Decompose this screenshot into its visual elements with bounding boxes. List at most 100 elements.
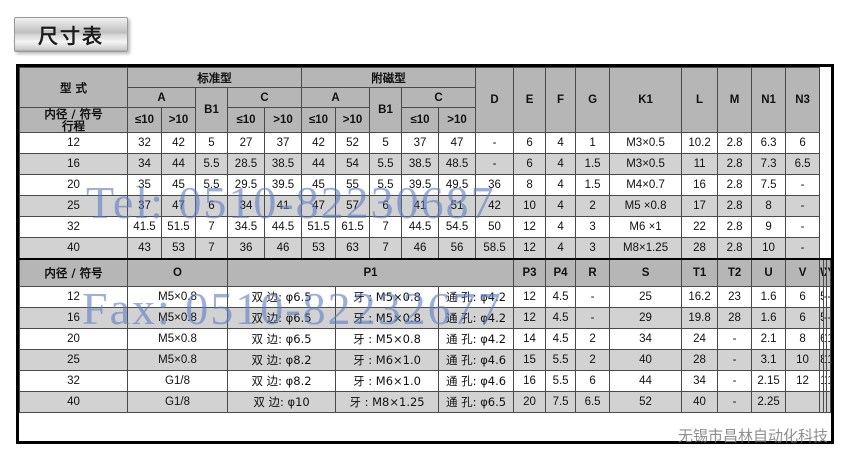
cell-V [785,391,821,414]
dimension-table: 型 式 标准型 附磁型 D E F G K1 L M N1 N3 A B1 C … [19,66,831,414]
cell-N3: - [785,216,821,239]
cell-V: 6 [785,286,821,309]
cell-T1: 16.2 [681,286,719,309]
cell-p1c: 通 孔: φ4.6 [438,349,515,372]
page-title: 尺寸表 [38,24,104,48]
th2-col-P4: P4 [545,258,577,288]
cell-std_C_le: 36 [227,237,265,260]
table-row: 40 43 53 7 36 46 53 63 7 46 56 58.5 12 4 3 M8×1.25 28 2.8… [19,237,831,260]
cell-M: 2.8 [717,132,753,155]
th-std-C-gt10: >10 [263,106,303,134]
dimension-table-frame: 型 式 标准型 附磁型 D E F G K1 L M N1 N3 A B1 C … [16,64,834,444]
th-col-G: G [575,66,611,134]
cell-D: 58.5 [475,237,515,260]
cell-R: 6 [575,370,611,393]
cell-U: 2.15 [751,370,787,393]
cell-bore: 40 [19,237,128,260]
cell-D: - [475,153,515,176]
cell-V: 10 [785,349,821,372]
cell-p1b: 牙 : M5×0.8 [335,328,440,351]
cell-P3: 20 [513,391,547,414]
cell-mag_B1: 7 [369,216,403,239]
th2-col-P1: P1 [226,258,515,288]
cell-F: 4 [545,153,577,176]
cell-S: 29 [609,307,683,330]
cell-bore: 12 [19,286,128,309]
cell-R: 2 [575,328,611,351]
th-std-C-le10: ≤10 [227,106,265,134]
cell-p1b: 牙 : M6×1.0 [335,349,440,372]
th-col-N3: N3 [785,66,821,134]
cell-V: 8 [785,328,821,351]
cell-L: 11 [681,153,719,176]
cell-mag_A_le: 51.5 [301,216,337,239]
cell-G: 3 [575,216,611,239]
th2-col-T2: T2 [717,258,753,288]
cell-P3: 16 [513,370,547,393]
cell-p1c: 通 孔: φ4.6 [438,370,515,393]
cell-R: 2 [575,349,611,372]
cell-mag_A_le: 45 [301,174,337,197]
cell-U: 3.1 [751,349,787,372]
cell-T1: 34 [681,370,719,393]
cell-R: - [575,307,611,330]
th-stroke: 行程 [62,119,85,133]
cell-D: 50 [475,216,515,239]
cell-E: 12 [513,216,547,239]
cell-S: 34 [609,328,683,351]
cell-std_A_le: 35 [127,174,162,197]
table2-body: 12 M5×0.8 双 边: φ6.5 牙 : M5×0.8 通 孔: φ4.2 12 4.… [19,286,831,414]
cell-mag_A_le: 42 [301,132,337,155]
cell-std_C_le: 34.5 [227,216,265,239]
th-col-N1: N1 [751,66,787,134]
cell-std_C_gt: 44.5 [263,216,303,239]
cell-T1: 24 [681,328,719,351]
cell-G: 3 [575,237,611,260]
cell-p1b: 牙 : M5×0.8 [335,286,440,309]
cell-S: 40 [609,349,683,372]
table-row: 20 35 45 5.5 29.5 39.5 45 55 5.5 39.5 49.5 36 8 4 1.5 M… [19,174,831,197]
cell-mag_C_le: 46 [401,237,440,260]
cell-Y: - [826,286,831,309]
table-row: 32 G1/8 双 边: φ8.2 牙 : M6×1.0 通 孔: φ4.6 16 5.5 6… [19,370,831,393]
cell-O: G1/8 [127,370,228,393]
cell-T1: 40 [681,391,719,414]
th-col-D: D [475,66,515,134]
cell-L: 28 [681,237,719,260]
cell-F: 4 [545,237,577,260]
cell-mag_C_le: 44.5 [401,216,440,239]
cell-p1b: 牙 : M5×0.8 [335,307,440,330]
cell-N3: - [785,195,821,218]
th2-col-R: R [575,258,611,288]
cell-p1c: 通 孔: φ4.2 [438,307,515,330]
cell-O: M5×0.8 [127,328,228,351]
cell-Y: - [826,307,831,330]
th-mag-A-le10: ≤10 [301,106,337,134]
cell-std_C_gt: 38.5 [263,153,303,176]
cell-F: 4 [545,216,577,239]
cell-std_A_gt: 45 [161,174,196,197]
cell-p1c: 通 孔: φ4.2 [438,286,515,309]
cell-std_B1: 5.5 [195,153,228,176]
cell-std_C_le: 34 [227,195,265,218]
cell-p1c: 通 孔: φ6.5 [438,391,515,414]
cell-D: 36 [475,174,515,197]
cell-T2: 28 [717,307,753,330]
cell-S: 25 [609,286,683,309]
cell-P3: 15 [513,349,547,372]
cell-std_A_gt: 44 [161,153,196,176]
th2-bore-symbol: 内径 / 符号 [19,258,128,288]
cell-p1b: 牙 : M6×1.0 [335,370,440,393]
cell-p1a: 双 边: φ8.2 [226,370,337,393]
th-mag-C-le10: ≤10 [401,106,440,134]
cell-D: 42 [475,195,515,218]
th-std-A: A [127,87,196,108]
cell-U: 2.1 [751,328,787,351]
cell-mag_B1: 6 [369,195,403,218]
cell-std_A_le: 32 [127,132,162,155]
cell-bore: 20 [19,328,128,351]
cell-K1: M6 ×1 [609,216,683,239]
cell-std_C_gt: 46 [263,237,303,260]
table1-body: 12 32 42 5 27 37 42 52 5 37 47-6 4 1 M3×0.5 10.2 2.8 6.3… [19,132,831,260]
cell-E: 12 [513,237,547,260]
